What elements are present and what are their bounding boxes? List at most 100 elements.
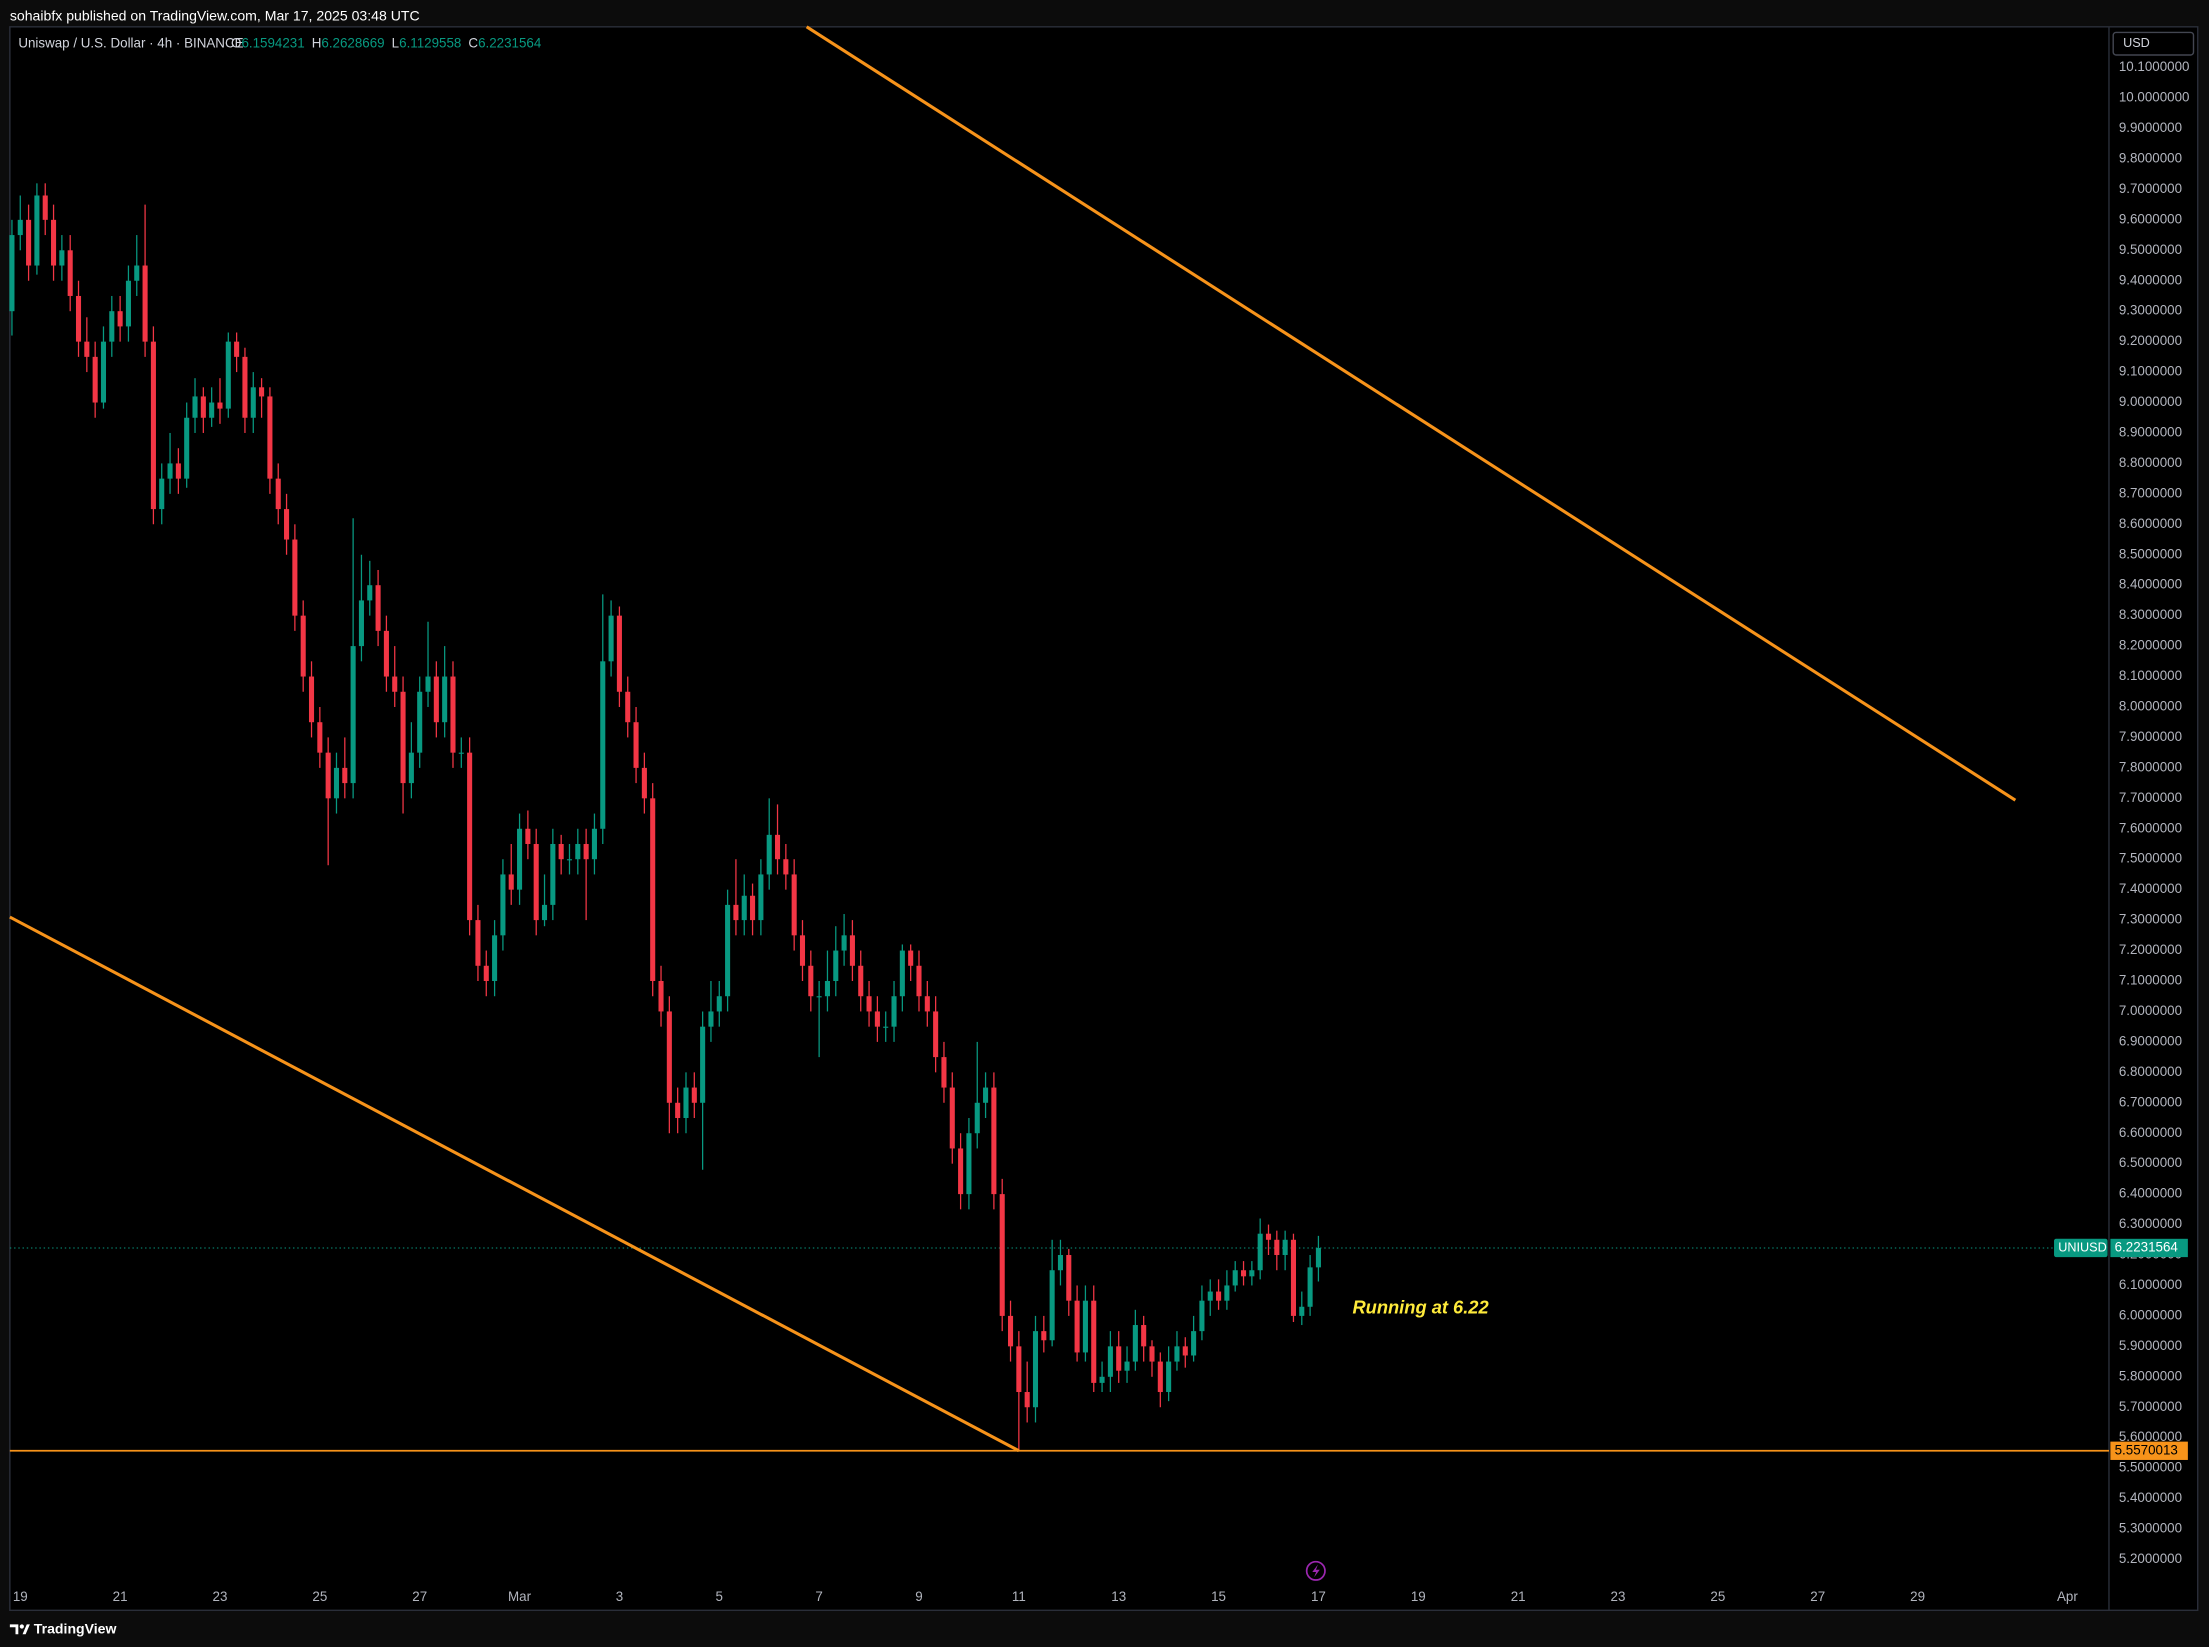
- y-tick-label: 6.6000000: [2119, 1125, 2182, 1140]
- candle-body: [42, 195, 48, 220]
- x-tick-label: 9: [915, 1589, 922, 1604]
- y-tick-label: 8.1000000: [2119, 668, 2182, 683]
- currency-button[interactable]: [2112, 31, 2195, 56]
- x-tick-label: 21: [113, 1589, 128, 1604]
- y-tick-label: 5.8000000: [2119, 1368, 2182, 1383]
- candle-body: [275, 478, 281, 510]
- candle-body: [566, 859, 573, 861]
- candle-body: [758, 874, 764, 921]
- candle-body: [641, 767, 647, 799]
- candle-body: [400, 691, 406, 784]
- candle-body: [517, 828, 523, 890]
- x-tick-label: 23: [1611, 1589, 1626, 1604]
- y-tick-label: 7.8000000: [2119, 759, 2182, 774]
- x-tick-label: 19: [1411, 1589, 1426, 1604]
- y-tick-label: 5.3000000: [2119, 1521, 2182, 1536]
- candle-body: [9, 235, 15, 312]
- candle-body: [17, 219, 23, 236]
- publish-header: sohaibfx published on TradingView.com, M…: [10, 8, 420, 24]
- candle-body: [1024, 1392, 1030, 1408]
- candle-body: [250, 387, 256, 418]
- lightning-icon[interactable]: [1305, 1560, 1326, 1581]
- candle-body: [1149, 1346, 1155, 1362]
- candle-body: [533, 843, 539, 921]
- candle-body: [192, 396, 198, 418]
- trend-line: [9, 915, 1020, 1453]
- candle-body: [75, 295, 82, 342]
- candle-body: [1182, 1346, 1188, 1356]
- candle-body: [983, 1087, 989, 1103]
- trend-line: [805, 25, 2017, 802]
- candle-body: [267, 396, 273, 479]
- candle-body: [1091, 1300, 1097, 1383]
- logo-mark: [9, 1624, 19, 1635]
- candle-body: [217, 402, 223, 409]
- candle-body: [933, 1011, 939, 1058]
- candle-body: [833, 950, 839, 981]
- candle-body: [209, 402, 215, 418]
- candle-body: [350, 646, 356, 784]
- icon-circle: [1305, 1560, 1326, 1581]
- y-tick-label: 9.0000000: [2119, 394, 2182, 409]
- candle-body: [1074, 1300, 1080, 1353]
- x-tick-label: 15: [1211, 1589, 1226, 1604]
- candle-body: [591, 828, 597, 860]
- y-tick-label: 7.0000000: [2119, 1003, 2182, 1018]
- candle-body: [733, 904, 739, 921]
- candle-body: [200, 396, 206, 418]
- candle-body: [67, 250, 73, 296]
- candle-body: [650, 798, 656, 981]
- candle-body: [492, 935, 498, 981]
- candle-body: [184, 417, 190, 479]
- y-tick-label: 7.9000000: [2119, 729, 2182, 744]
- y-tick-label: 8.3000000: [2119, 607, 2182, 622]
- y-tick-label: 10.0000000: [2119, 90, 2190, 105]
- candle-body: [816, 996, 822, 998]
- candle-body: [167, 463, 173, 479]
- x-tick-label: Apr: [2057, 1589, 2078, 1604]
- candle-body: [317, 722, 323, 753]
- candle-body: [949, 1087, 955, 1149]
- candle-body: [375, 585, 381, 631]
- price-level-tag: [2110, 1441, 2188, 1460]
- candle-body: [500, 874, 506, 936]
- candle-body: [1032, 1331, 1039, 1408]
- y-tick-label: 9.2000000: [2119, 333, 2182, 348]
- candle-body: [600, 661, 606, 829]
- x-tick-label: 25: [312, 1589, 327, 1604]
- y-tick-label: 6.1000000: [2119, 1277, 2182, 1292]
- ohlc-key: C: [468, 35, 478, 50]
- ohlc-value: 6.2628669: [321, 35, 384, 50]
- candle-body: [525, 828, 531, 844]
- y-tick-label: 9.6000000: [2119, 211, 2182, 226]
- currency-label: USD: [2123, 36, 2150, 50]
- candle-body: [608, 615, 614, 662]
- ohlc-key: H: [312, 35, 322, 50]
- y-tick-label: 9.7000000: [2119, 181, 2182, 196]
- candle-body: [134, 265, 140, 281]
- x-tick-label: 7: [815, 1589, 822, 1604]
- candle-body: [1216, 1291, 1222, 1301]
- y-tick-label: 8.5000000: [2119, 546, 2182, 561]
- candle-body: [442, 676, 448, 723]
- candle-body: [683, 1087, 689, 1119]
- y-tick-label: 5.4000000: [2119, 1490, 2182, 1505]
- y-tick-label: 8.9000000: [2119, 425, 2182, 440]
- candle-body: [1315, 1247, 1321, 1268]
- candle-body: [741, 895, 747, 921]
- y-tick-label: 5.9000000: [2119, 1338, 2182, 1353]
- symbol-title: Uniswap / U.S. Dollar · 4h · BINANCE: [18, 35, 243, 50]
- footer-brand: TradingView: [34, 1621, 117, 1637]
- candle-body: [708, 1011, 714, 1027]
- y-tick-label: 8.7000000: [2119, 485, 2182, 500]
- candle-body: [284, 509, 290, 540]
- y-tick-label: 9.8000000: [2119, 150, 2182, 165]
- candle-body: [467, 752, 473, 921]
- candle-body: [292, 539, 298, 616]
- candle-body: [1007, 1315, 1014, 1347]
- y-tick-label: 9.4000000: [2119, 272, 2182, 287]
- candle-body: [1082, 1300, 1088, 1353]
- candle-body: [999, 1194, 1005, 1316]
- candle-body: [425, 676, 431, 692]
